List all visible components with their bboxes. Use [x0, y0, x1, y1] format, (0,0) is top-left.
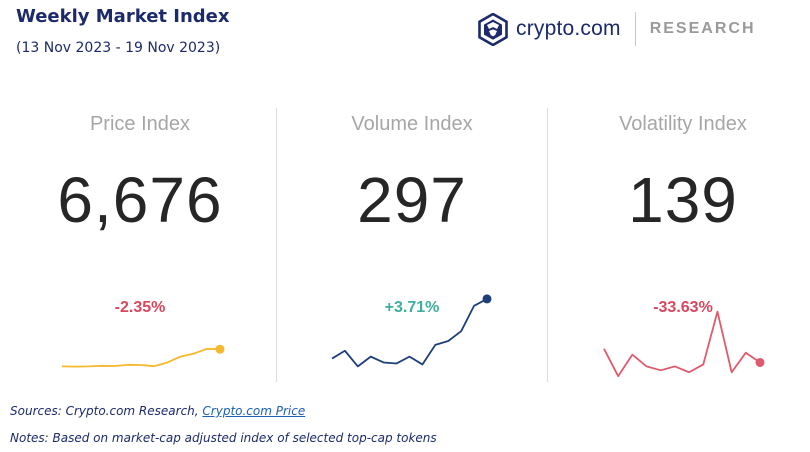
sparkline-path	[331, 298, 488, 368]
brand-header: crypto.com RESEARCH	[478, 11, 756, 47]
panel-divider	[547, 108, 548, 382]
brand-separator	[634, 12, 636, 46]
notes: Notes: Based on market-cap adjusted inde…	[10, 431, 437, 445]
sparkline	[61, 344, 225, 368]
crypto-com-lion-shield-icon	[478, 11, 508, 47]
date-range: (13 Nov 2023 - 19 Nov 2023)	[16, 40, 221, 56]
panel-change: -33.63%	[653, 299, 713, 316]
panel-label: Price Index	[89, 113, 191, 135]
sources-prefix: Sources: Crypto.com Research,	[10, 404, 203, 418]
panel-change: -2.35%	[114, 299, 166, 316]
volume-index-panel: Volume Index 297 +3.71%	[276, 110, 548, 368]
volatility-index-panel: Volatility Index 139 -33.63%	[547, 110, 810, 378]
sparkline-end-marker	[755, 357, 765, 367]
panel-label: Volume Index	[351, 113, 473, 135]
panel-divider	[276, 108, 277, 382]
brand-research-label: RESEARCH	[649, 20, 756, 37]
sparkline-path	[603, 310, 761, 378]
panel-value: 297	[357, 164, 467, 236]
panel-value: 139	[628, 164, 738, 236]
sparkline	[603, 310, 765, 378]
panel-label: Volatility Index	[619, 113, 747, 135]
brand-name: crypto.com	[516, 17, 621, 40]
panel-value: 6,676	[57, 164, 223, 236]
sparkline	[331, 294, 492, 368]
sparkline-path	[61, 347, 221, 368]
page-title: Weekly Market Index	[16, 6, 230, 27]
crypto-com-price-link[interactable]: Crypto.com Price	[202, 404, 306, 418]
sources-note: Sources: Crypto.com Research, Crypto.com…	[10, 404, 305, 418]
sparkline-end-marker	[215, 344, 225, 354]
price-index-panel: Price Index 6,676 -2.35%	[4, 110, 276, 368]
panel-change: +3.71%	[384, 299, 440, 316]
sparkline-end-marker	[482, 294, 492, 304]
